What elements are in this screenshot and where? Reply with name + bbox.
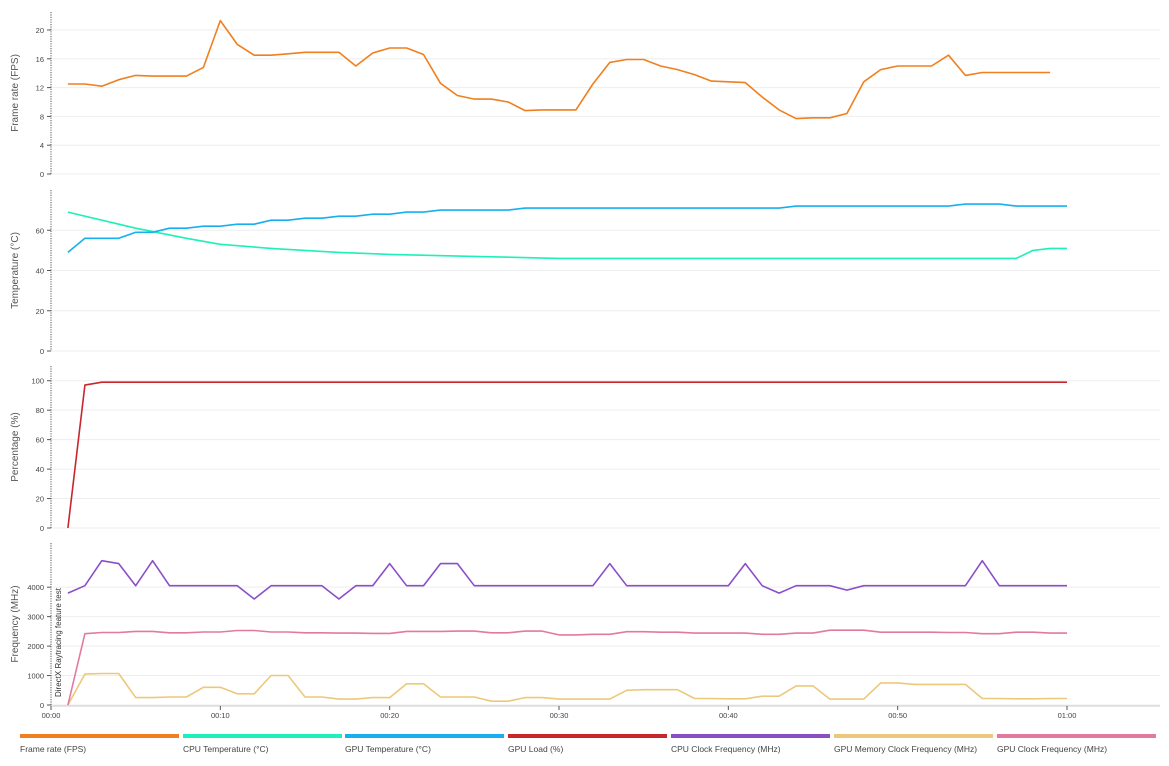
xtick-label-2: 00:20 xyxy=(380,711,399,720)
legend-swatch-cpu_clock xyxy=(671,734,830,738)
legend-swatch-gpu_clock xyxy=(997,734,1156,738)
xtick-label-3: 00:30 xyxy=(550,711,569,720)
annotation-label: DirectX Raytracing feature test xyxy=(54,587,63,697)
xtick-label-4: 00:40 xyxy=(719,711,738,720)
xtick-label-6: 01:00 xyxy=(1058,711,1077,720)
ytick-label-load-1: 20 xyxy=(36,495,44,504)
ytick-label-temp-3: 60 xyxy=(36,226,44,235)
ytick-label-load-4: 80 xyxy=(36,406,44,415)
chart-legend: Frame rate (FPS) CPU Temperature (°C) GPU … xyxy=(0,734,1169,760)
legend-swatch-fps xyxy=(20,734,179,738)
y-axis-title-load: Percentage (%) xyxy=(10,412,21,481)
ytick-label-fps-0: 0 xyxy=(40,170,44,179)
ytick-label-fps-2: 8 xyxy=(40,112,44,121)
series-line-gpu_load xyxy=(67,381,1067,529)
ytick-label-freq-3: 3000 xyxy=(27,613,44,622)
ytick-label-load-5: 100 xyxy=(31,377,44,386)
ytick-label-fps-1: 4 xyxy=(40,141,44,150)
xtick-label-1: 00:10 xyxy=(211,711,230,720)
ytick-label-fps-4: 16 xyxy=(36,55,44,64)
legend-label-fps: Frame rate (FPS) xyxy=(20,744,87,754)
legend-label-cpu_clock: CPU Clock Frequency (MHz) xyxy=(671,744,781,754)
legend-label-gpu_mem_clock: GPU Memory Clock Frequency (MHz) xyxy=(834,744,978,754)
ytick-label-temp-0: 0 xyxy=(40,347,44,356)
legend-swatch-cpu_temp xyxy=(183,734,342,738)
ytick-label-freq-0: 0 xyxy=(40,701,44,710)
legend-swatch-gpu_mem_clock xyxy=(834,734,993,738)
ytick-label-load-3: 60 xyxy=(36,436,44,445)
ytick-label-freq-2: 2000 xyxy=(27,642,44,651)
series-line-gpu_temp xyxy=(67,203,1067,254)
series-line-gpu_mem_clock xyxy=(67,672,1067,706)
legend-label-gpu_clock: GPU Clock Frequency (MHz) xyxy=(997,744,1108,754)
y-axis-title-freq: Frequency (MHz) xyxy=(10,585,21,662)
legend-label-gpu_load: GPU Load (%) xyxy=(508,744,564,754)
ytick-label-temp-2: 40 xyxy=(36,267,44,276)
legend-label-cpu_temp: CPU Temperature (°C) xyxy=(183,744,269,754)
series-line-cpu_temp xyxy=(67,211,1067,260)
ytick-label-fps-5: 20 xyxy=(36,26,44,35)
y-axis-title-fps: Frame rate (FPS) xyxy=(10,54,21,132)
xtick-label-5: 00:50 xyxy=(888,711,907,720)
legend-swatch-gpu_load xyxy=(508,734,667,738)
legend-swatch-gpu_temp xyxy=(345,734,504,738)
series-line-gpu_clock xyxy=(67,629,1067,706)
ytick-label-load-0: 0 xyxy=(40,524,44,533)
ytick-label-freq-1: 1000 xyxy=(27,672,44,681)
ytick-label-load-2: 40 xyxy=(36,465,44,474)
ytick-label-fps-3: 12 xyxy=(36,84,44,93)
series-line-fps xyxy=(67,19,1051,120)
series-line-cpu_clock xyxy=(67,559,1067,600)
legend-label-gpu_temp: GPU Temperature (°C) xyxy=(345,744,431,754)
xtick-label-0: 00:00 xyxy=(42,711,61,720)
ytick-label-freq-4: 4000 xyxy=(27,583,44,592)
ytick-label-temp-1: 20 xyxy=(36,307,44,316)
y-axis-title-temp: Temperature (°C) xyxy=(10,232,21,309)
